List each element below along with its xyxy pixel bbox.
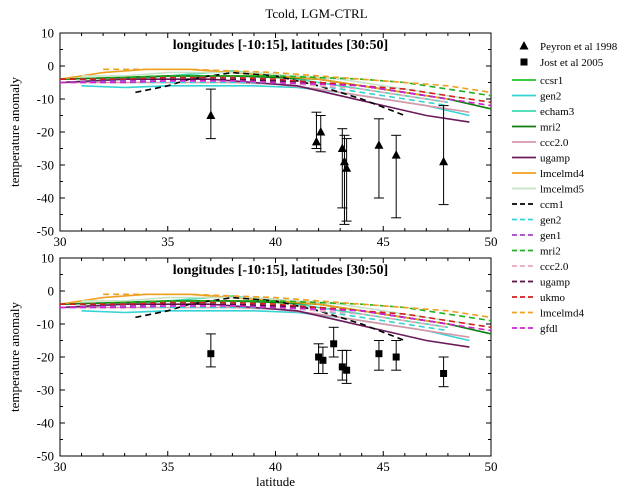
legend-label: lmcelmd4 [540, 308, 584, 320]
legend-label: Jost et al 2005 [540, 57, 604, 69]
y-tick-label: 10 [41, 251, 54, 266]
legend-label: mri2 [540, 246, 561, 258]
legend-label: ccsr1 [540, 75, 563, 87]
plot-frame [59, 257, 492, 457]
model-series-group [60, 293, 491, 348]
obs-point-triangle [391, 150, 401, 159]
legend-label: gfdl [540, 323, 558, 335]
series-line-lmcelmd4 [103, 293, 491, 319]
y-tick-label: -40 [37, 191, 54, 206]
panel-title: longitudes [-10:15], latitudes [30:50] [173, 38, 388, 53]
legend-marker-triangle [519, 41, 529, 50]
obs-point-triangle [337, 143, 347, 152]
x-tick-label: 45 [377, 459, 390, 474]
obs-point-triangle [316, 127, 326, 136]
legend-label: ccc2.0 [540, 261, 569, 273]
obs-point-square [207, 350, 215, 358]
obs-point-square [440, 370, 448, 377]
obs-point-triangle [342, 163, 352, 172]
obs-point-square [392, 353, 400, 361]
y-tick-label: -10 [37, 92, 54, 107]
x-tick-label: 50 [485, 234, 498, 249]
obs-point-triangle [439, 156, 449, 166]
y-axis-label: temperature anomaly [7, 76, 22, 187]
y-tick-label: 0 [48, 59, 55, 74]
series-line-ccm1 [135, 71, 406, 117]
obs-point-square [330, 340, 338, 348]
obs-point-square [338, 363, 346, 371]
x-tick-label: 45 [377, 234, 390, 249]
x-tick-label: 40 [269, 459, 282, 474]
legend-label: gen1 [540, 230, 561, 242]
legend-label: ugamp [540, 153, 570, 165]
x-tick-label: 35 [161, 234, 174, 249]
x-tick-label: 35 [161, 459, 174, 474]
x-tick-label: 50 [485, 459, 498, 474]
x-axis-label: latitude [256, 474, 295, 489]
legend-label: echam3 [540, 106, 575, 118]
legend-label: mri2 [540, 122, 561, 134]
legend-label: ccm1 [540, 199, 564, 211]
obs-point-square [315, 353, 323, 361]
y-tick-label: -30 [37, 158, 54, 173]
y-axis-label: temperature anomaly [7, 301, 22, 412]
series-line-ccm1 [135, 296, 406, 342]
legend-label: lmcelmd5 [540, 184, 584, 196]
legend-label: Peyron et al 1998 [540, 41, 618, 53]
x-tick-label: 30 [54, 459, 67, 474]
legend-label: ugamp [540, 277, 570, 289]
obs-point-triangle [374, 140, 384, 149]
legend-label: gen2 [540, 91, 561, 103]
y-tick-label: -20 [37, 350, 54, 365]
obs-point-square [343, 366, 351, 374]
y-tick-label: -10 [37, 317, 54, 332]
series-line-ccc2.0 [60, 81, 470, 113]
bottom-panel: 30 35 40 45 50 10 0 -10 -20 -30 -40 -50 temperature … [7, 251, 498, 490]
legend-label: lmcelmd4 [540, 168, 584, 180]
obs-point-triangle [311, 136, 321, 146]
top-panel: 30 35 40 45 50 10 0 -10 -20 -30 -40 -50 temperature … [7, 26, 498, 250]
y-tick-label: -20 [37, 125, 54, 140]
obs-point-triangle [206, 110, 216, 119]
series-line-lmcelmd4 [103, 68, 491, 94]
legend: Peyron et al 1998 Jost et al 2005 ccsr1 gen… [512, 41, 618, 335]
series-line-ccc2.0 [60, 305, 449, 329]
y-tick-label: -50 [37, 224, 54, 239]
x-tick-label: 40 [269, 234, 282, 249]
legend-label: gen2 [540, 215, 561, 227]
panel-title: longitudes [-10:15], latitudes [30:50] [173, 263, 388, 278]
figure-title: Tcold, LGM-CTRL [265, 6, 368, 21]
model-series-group [60, 68, 491, 123]
legend-marker-square [520, 58, 528, 66]
series-line-ugamp [60, 303, 470, 348]
obs-point-square [319, 356, 327, 364]
legend-label: ccc2.0 [540, 137, 569, 149]
obs-point-triangle [339, 156, 349, 166]
legend-label: ukmo [540, 292, 566, 304]
y-tick-label: 10 [41, 26, 54, 41]
plot-frame [59, 32, 492, 232]
y-tick-label: -30 [37, 383, 54, 398]
series-line-ugamp [60, 78, 470, 123]
x-tick-label: 30 [54, 234, 67, 249]
y-tick-label: -40 [37, 416, 54, 431]
obs-point-square [375, 350, 383, 358]
y-tick-label: -50 [37, 449, 54, 464]
y-tick-label: 0 [48, 284, 55, 299]
